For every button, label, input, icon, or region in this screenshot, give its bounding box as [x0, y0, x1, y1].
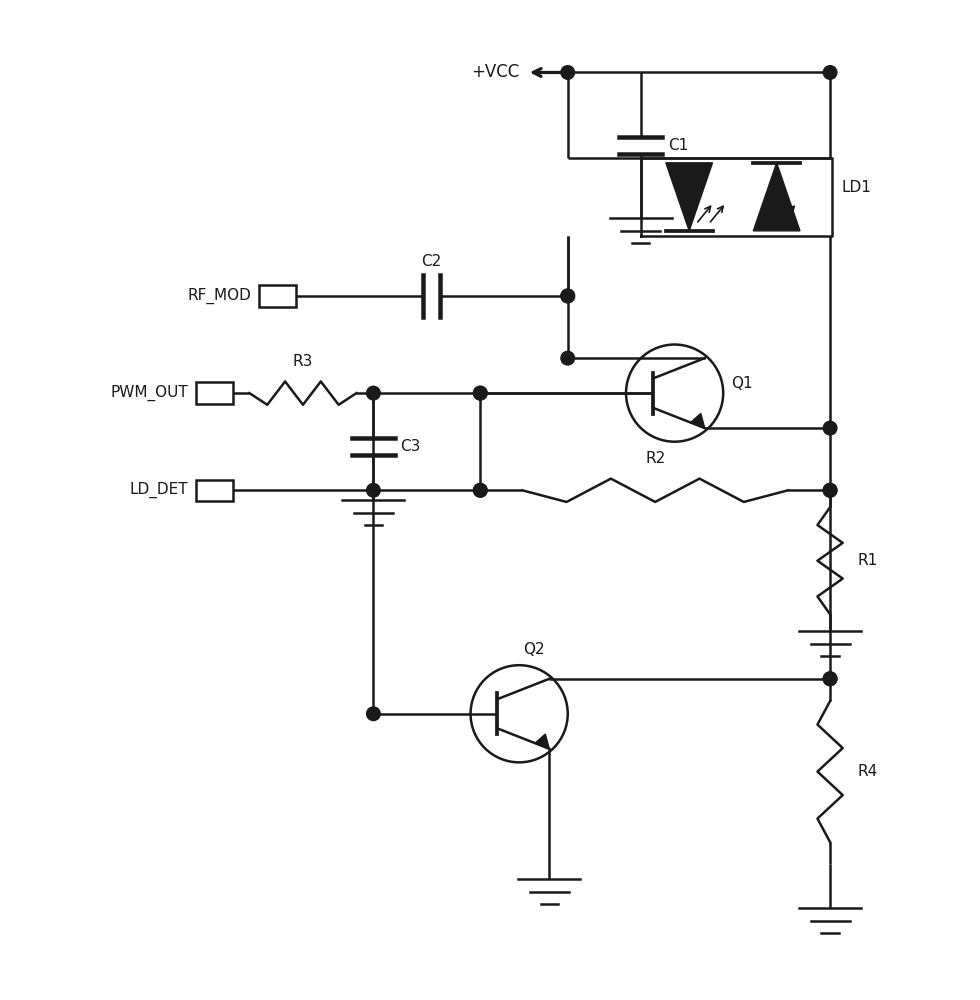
Polygon shape — [691, 413, 705, 428]
Circle shape — [561, 351, 574, 365]
Circle shape — [823, 483, 837, 497]
Text: RF_MOD: RF_MOD — [187, 288, 251, 304]
Text: C3: C3 — [401, 439, 421, 454]
Circle shape — [367, 483, 380, 497]
Circle shape — [561, 289, 574, 303]
Text: Q1: Q1 — [731, 376, 753, 391]
Text: R2: R2 — [645, 451, 665, 466]
Bar — [196, 382, 232, 404]
Circle shape — [561, 66, 574, 79]
Text: PWM_OUT: PWM_OUT — [110, 385, 188, 401]
Circle shape — [823, 66, 837, 79]
Text: R4: R4 — [858, 764, 877, 779]
Circle shape — [823, 672, 837, 686]
Polygon shape — [535, 734, 549, 749]
Text: C2: C2 — [421, 254, 442, 269]
Circle shape — [473, 483, 487, 497]
Circle shape — [823, 421, 837, 435]
Text: +VCC: +VCC — [471, 63, 519, 81]
Circle shape — [473, 386, 487, 400]
Circle shape — [367, 386, 380, 400]
Bar — [259, 285, 296, 307]
Text: LD1: LD1 — [842, 180, 871, 195]
Text: R1: R1 — [858, 553, 877, 568]
Circle shape — [561, 289, 574, 303]
Polygon shape — [754, 163, 800, 231]
Circle shape — [473, 483, 487, 497]
Bar — [196, 480, 232, 501]
Text: C1: C1 — [667, 138, 688, 153]
Text: R3: R3 — [293, 354, 314, 369]
Circle shape — [823, 672, 837, 686]
Polygon shape — [665, 163, 712, 231]
Text: Q2: Q2 — [523, 642, 545, 657]
Text: LD_DET: LD_DET — [129, 482, 188, 498]
Circle shape — [473, 386, 487, 400]
Circle shape — [823, 483, 837, 497]
Circle shape — [367, 707, 380, 721]
